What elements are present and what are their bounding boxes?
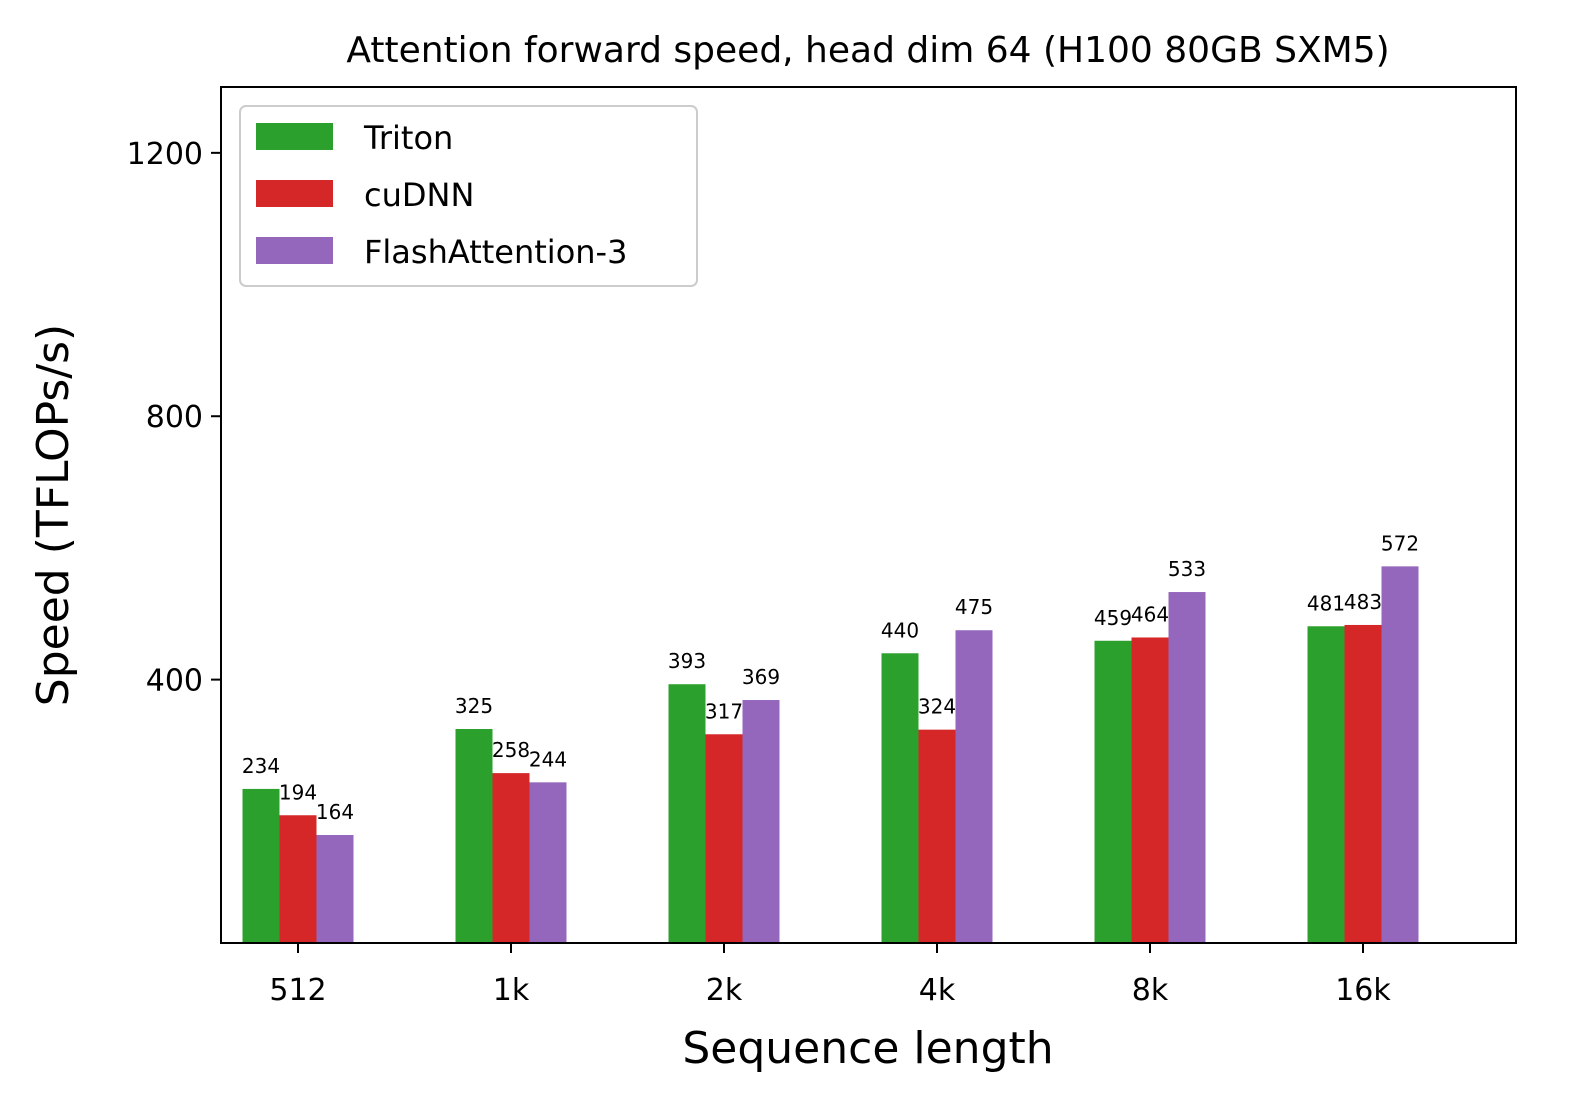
bar-value-label: 244 bbox=[529, 747, 567, 771]
legend-label: FlashAttention-3 bbox=[364, 233, 627, 271]
bar-triton-4k bbox=[881, 653, 919, 943]
bar-value-label: 258 bbox=[492, 738, 530, 762]
bar-value-label: 234 bbox=[242, 754, 280, 778]
bar-cudnn-4k bbox=[918, 729, 956, 943]
bar-cudnn-16k bbox=[1344, 624, 1382, 943]
legend-frame bbox=[239, 105, 698, 287]
x-tick-label: 8k bbox=[1132, 973, 1169, 1008]
bar-value-label: 459 bbox=[1094, 606, 1132, 630]
bar-triton-1k bbox=[455, 729, 493, 943]
y-axis-title: Speed (TFLOPs/s) bbox=[28, 324, 79, 706]
bar-triton-16k bbox=[1307, 626, 1345, 943]
bar-value-label: 483 bbox=[1344, 590, 1382, 614]
x-tick-label: 1k bbox=[493, 973, 530, 1008]
bar-flashattention-3-512 bbox=[316, 835, 354, 943]
bar-value-label: 475 bbox=[955, 595, 993, 619]
bar-value-label: 325 bbox=[455, 694, 493, 718]
bar-value-label: 369 bbox=[742, 665, 780, 689]
bar-value-label: 533 bbox=[1168, 557, 1206, 581]
bar-cudnn-2k bbox=[705, 734, 743, 943]
bar-value-label: 194 bbox=[279, 780, 317, 804]
legend-label: cuDNN bbox=[364, 176, 474, 214]
y-tick-label: 400 bbox=[146, 664, 203, 699]
bar-value-label: 572 bbox=[1381, 531, 1419, 555]
chart-title: Attention forward speed, head dim 64 (H1… bbox=[346, 30, 1389, 71]
bar-cudnn-8k bbox=[1131, 637, 1169, 943]
bar-triton-8k bbox=[1094, 640, 1132, 943]
bar-value-label: 440 bbox=[881, 618, 919, 642]
x-axis: 512 1k 2k 4k 8k 16k bbox=[269, 943, 1391, 1008]
legend-label: Triton bbox=[363, 119, 453, 157]
bar-value-label: 164 bbox=[316, 800, 354, 824]
x-tick-label: 2k bbox=[706, 973, 743, 1008]
x-axis-title: Sequence length bbox=[682, 1023, 1053, 1074]
y-axis: 400 800 1200 bbox=[127, 137, 221, 699]
legend: Triton cuDNN FlashAttention-3 bbox=[239, 105, 698, 287]
bar-triton-512 bbox=[242, 788, 280, 943]
legend-swatch-triton bbox=[256, 123, 333, 150]
legend-swatch-flashattention-3 bbox=[256, 237, 333, 264]
bar-cudnn-1k bbox=[492, 773, 530, 943]
bar-flashattention-3-4k bbox=[955, 630, 993, 943]
x-tick-label: 512 bbox=[269, 973, 326, 1008]
bar-flashattention-3-1k bbox=[529, 782, 567, 943]
bar-value-labels: 234 325 393 440 459 481 194 258 317 324 464 483 164 2… bbox=[242, 531, 1419, 824]
bar-value-label: 464 bbox=[1131, 602, 1169, 626]
bar-value-label: 324 bbox=[918, 695, 956, 719]
bar-value-label: 481 bbox=[1307, 591, 1345, 615]
bar-flashattention-3-16k bbox=[1381, 566, 1419, 943]
bar-flashattention-3-2k bbox=[742, 700, 780, 943]
bar-value-label: 393 bbox=[668, 649, 706, 673]
bars-layer bbox=[242, 566, 1419, 943]
legend-swatch-cudnn bbox=[256, 180, 333, 207]
bar-cudnn-512 bbox=[279, 815, 317, 943]
y-tick-label: 1200 bbox=[127, 137, 203, 172]
x-tick-label: 4k bbox=[919, 973, 956, 1008]
plot-area-frame bbox=[220, 86, 1517, 944]
bar-flashattention-3-8k bbox=[1168, 592, 1206, 943]
bar-triton-2k bbox=[668, 684, 706, 943]
y-tick-label: 800 bbox=[146, 400, 203, 435]
x-tick-label: 16k bbox=[1335, 973, 1391, 1008]
bar-value-label: 317 bbox=[705, 699, 743, 723]
